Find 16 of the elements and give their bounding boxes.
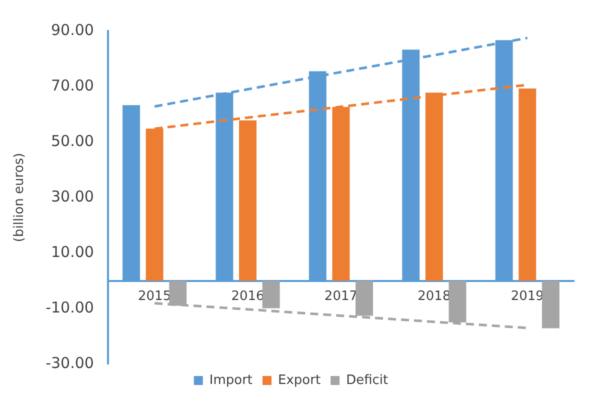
x-tick-label: 2017 (324, 288, 358, 304)
legend-label: Export (278, 372, 321, 388)
y-tick-label: 50.00 (51, 132, 94, 150)
y-tick-label: 10.00 (51, 242, 94, 261)
legend-label: Import (209, 372, 253, 388)
x-tick-label: 2018 (418, 288, 451, 304)
y-tick-label: 70.00 (51, 76, 94, 94)
x-tick-label: 2015 (138, 288, 172, 304)
y-tick-label: 90.00 (51, 20, 94, 39)
y-tick-label: -30.00 (46, 354, 94, 372)
legend-label: Deficit (346, 372, 388, 388)
y-axis-title: (billion euros) (12, 152, 28, 242)
bar (542, 280, 560, 328)
y-tick-label: 30.00 (51, 187, 94, 206)
x-tick-label: 2016 (231, 288, 264, 304)
y-tick-label: -10.00 (46, 298, 94, 316)
